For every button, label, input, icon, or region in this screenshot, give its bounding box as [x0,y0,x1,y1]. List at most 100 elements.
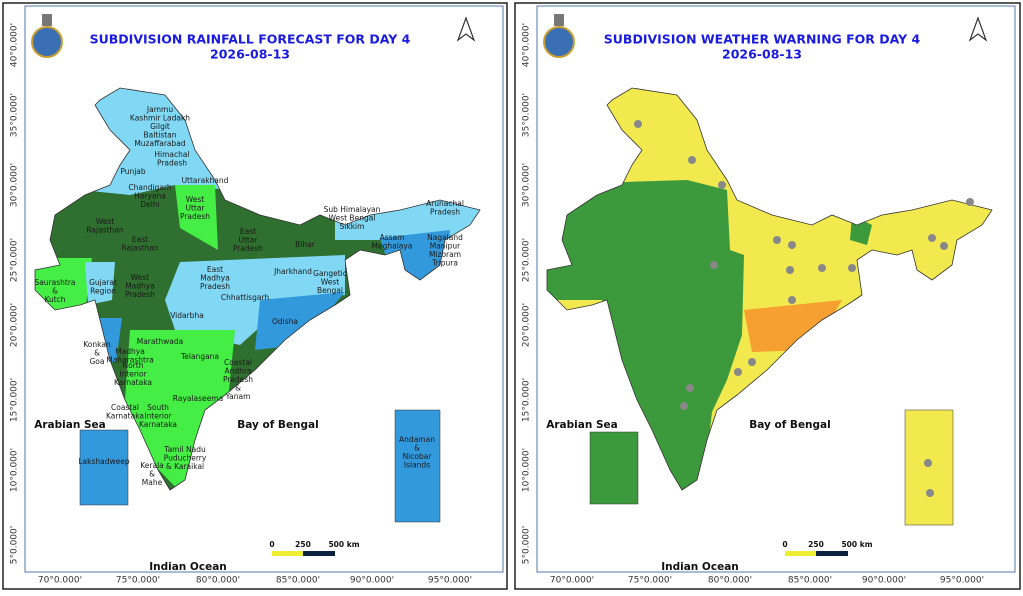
longitude-label: 70°0.000' [550,576,594,586]
latitude-label: 30°0.000' [522,163,532,207]
region-label: & Karaikal [166,462,204,471]
scale-bar [272,551,303,556]
longitude-label: 90°0.000' [350,576,394,586]
region-label: Goa [90,357,105,366]
latitude-label: 20°0.000' [522,303,532,347]
region-label: Odisha [272,317,298,326]
region-label: Himachal [154,150,189,159]
region-label: Rajasthan [121,244,159,253]
region-label: Marathwada [137,337,184,346]
region-label: & [94,349,100,358]
region-fill [175,185,218,250]
region-label: Uttar [185,204,205,213]
emblem [543,26,575,58]
weather-icons [634,120,974,497]
longitude-label: 95°0.000' [428,576,472,586]
panel-title: SUBDIVISION RAINFALL FORECAST FOR DAY 4 [90,32,411,47]
latitude-label: 10°0.000' [10,448,20,492]
region-label: Kerala [140,461,164,470]
region-label: & [414,444,420,453]
sea-label: Indian Ocean [661,561,739,573]
region-label: East [207,265,223,274]
panel-date: 2026-08-13 [722,47,802,62]
north-arrow [456,16,476,42]
scale-label: 0 [782,540,787,549]
longitude-label: 75°0.000' [628,576,672,586]
panel-title: SUBDIVISION WEATHER WARNING FOR DAY 4 [604,32,921,47]
latitude-label: 5°0.000' [10,526,20,564]
region-label: Madhya [200,274,230,283]
map-frame [536,5,1016,573]
region-label: West Bengal [329,214,376,223]
latitude-label: 25°0.000' [10,238,20,282]
region-label: Gangetic [313,269,347,278]
region-label: Delhi [140,200,159,209]
region-label: Baltistan [143,131,176,140]
region-label: Islands [404,461,430,470]
region-label: Telangana [180,352,219,361]
map-frame [24,5,504,573]
region-label: Gujarat [89,278,117,287]
latitude-label: 30°0.000' [10,163,20,207]
region-label: Pradesh [180,212,210,221]
sea-label: Arabian Sea [34,419,106,431]
region-label: Chandigarh [128,183,171,192]
region-label: Kutch [44,295,65,304]
region-label: East [132,235,148,244]
region-label: Saurashtra [34,278,75,287]
region-label: Lakshadweep [78,457,129,466]
latitude-label: 40°0.000' [522,23,532,67]
region-label: West [96,217,114,226]
region-fill [547,180,744,490]
lakshadweep-box [589,431,639,505]
latitude-label: 10°0.000' [522,448,532,492]
sea-label: Arabian Sea [546,419,618,431]
scale-label: 250 [808,540,824,549]
region-label: West [131,273,149,282]
longitude-label: 85°0.000' [788,576,832,586]
region-label: Pradesh [200,282,230,291]
sea-label: Bay of Bengal [749,419,831,431]
region-label: Uttar [238,236,258,245]
longitude-label: 75°0.000' [116,576,160,586]
region-label: Rayalaseema [173,394,223,403]
region-label: Pradesh [157,159,187,168]
scale-bar [785,551,816,556]
region-label: Sub Himalayan [324,205,381,214]
region-label: Chhattisgarh [221,293,270,302]
region-label: Punjab [120,167,146,176]
longitude-label: 80°0.000' [196,576,240,586]
region-label: North [123,361,144,370]
region-label: Jharkhand [273,267,312,276]
region-label: Andaman [399,435,435,444]
region-label: Pradesh [223,375,253,384]
latitude-label: 15°0.000' [522,378,532,422]
latitude-label: 35°0.000' [522,93,532,137]
region-label: South [147,403,169,412]
longitude-label: 80°0.000' [708,576,752,586]
latitude-label: 5°0.000' [522,526,532,564]
sea-label: Bay of Bengal [237,419,319,431]
region-label: Pradesh [430,208,460,217]
andaman-box [904,409,954,526]
region-label: Coastal [111,403,139,412]
region-label: & [52,287,58,296]
region-label: Meghalaya [372,242,413,251]
region-fill [85,262,115,305]
region-label: Bihar [295,240,316,249]
region-label: Haryana [134,192,166,201]
latitude-label: 20°0.000' [10,303,20,347]
region-label: Karnataka [139,420,177,429]
latitude-label: 40°0.000' [10,23,20,67]
lakshadweep-box [79,429,129,506]
emblem-top [42,14,52,26]
region-label: Konkan [83,340,111,349]
region-label: Uttarakhand [182,176,229,185]
region-label: East [240,227,256,236]
sea-label: Indian Ocean [149,561,227,573]
region-label: Andhra [224,367,251,376]
longitude-label: 95°0.000' [940,576,984,586]
region-label: Jammu [146,105,173,114]
region-label: Assam [380,233,405,242]
